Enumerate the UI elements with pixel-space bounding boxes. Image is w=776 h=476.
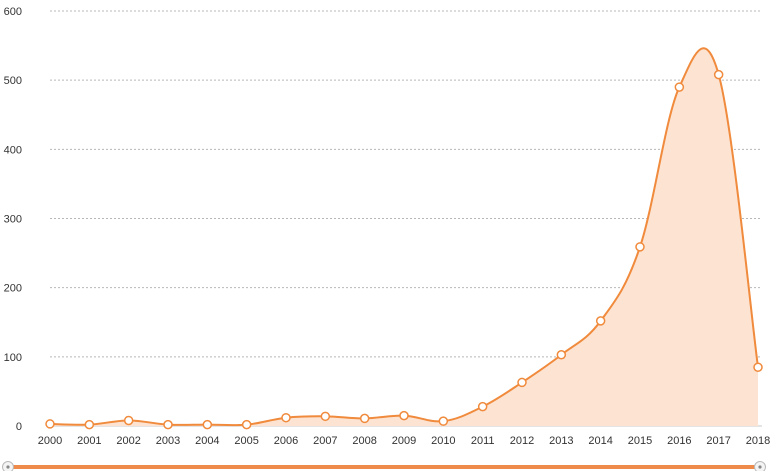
x-tick-label: 2008 bbox=[352, 435, 376, 447]
data-point[interactable] bbox=[635, 242, 645, 252]
x-tick-label: 2001 bbox=[77, 435, 101, 447]
data-point[interactable] bbox=[477, 401, 488, 412]
x-tick-label: 2002 bbox=[116, 435, 140, 447]
x-tick-label: 2015 bbox=[628, 435, 652, 447]
data-point[interactable] bbox=[438, 416, 449, 426]
x-tick-label: 2009 bbox=[392, 435, 416, 447]
data-point[interactable] bbox=[241, 419, 252, 430]
zoom-slider-track[interactable] bbox=[8, 465, 760, 469]
data-points bbox=[45, 69, 763, 430]
y-tick-label: 200 bbox=[4, 283, 22, 295]
x-tick-label: 2011 bbox=[471, 435, 495, 447]
x-tick-label: 2010 bbox=[431, 435, 455, 447]
x-tick-label: 2007 bbox=[313, 435, 337, 447]
zoom-slider[interactable] bbox=[2, 461, 766, 473]
x-tick-label: 2006 bbox=[274, 435, 298, 447]
y-axis-ticks: 0 100 200 300 400 500 600 bbox=[4, 6, 22, 433]
x-tick-label: 2012 bbox=[510, 435, 534, 447]
x-tick-label: 2014 bbox=[588, 435, 612, 447]
y-tick-label: 300 bbox=[4, 214, 22, 226]
x-tick-label: 2005 bbox=[234, 435, 258, 447]
data-point[interactable] bbox=[399, 410, 409, 421]
y-tick-label: 100 bbox=[4, 352, 22, 364]
data-point[interactable] bbox=[517, 377, 527, 388]
data-point[interactable] bbox=[320, 411, 331, 422]
x-tick-label: 2016 bbox=[667, 435, 691, 447]
y-tick-label: 400 bbox=[4, 144, 22, 156]
y-tick-label: 600 bbox=[4, 6, 22, 18]
data-point[interactable] bbox=[123, 415, 134, 426]
data-point[interactable] bbox=[281, 412, 291, 423]
data-point[interactable] bbox=[163, 419, 173, 430]
data-point[interactable] bbox=[713, 69, 724, 80]
data-point[interactable] bbox=[556, 350, 567, 360]
x-tick-label: 2013 bbox=[549, 435, 573, 447]
area-series bbox=[49, 47, 759, 427]
data-point[interactable] bbox=[359, 413, 370, 424]
data-point[interactable] bbox=[45, 419, 55, 429]
x-tick-label: 2000 bbox=[38, 435, 62, 447]
x-tick-label: 2003 bbox=[156, 435, 180, 447]
x-axis-ticks: 2000 2001 2002 2003 2004 2005 2006 2007 2008 2009… bbox=[38, 435, 770, 447]
area-fill bbox=[50, 48, 758, 426]
data-point[interactable] bbox=[674, 82, 685, 92]
data-point[interactable] bbox=[595, 316, 606, 326]
y-tick-label: 0 bbox=[16, 421, 22, 433]
x-tick-label: 2018 bbox=[746, 435, 770, 447]
zoom-handle-grip bbox=[6, 465, 10, 469]
data-point[interactable] bbox=[202, 419, 213, 430]
x-tick-label: 2017 bbox=[706, 435, 730, 447]
y-tick-label: 500 bbox=[4, 75, 22, 87]
data-point[interactable] bbox=[753, 362, 763, 372]
zoom-handle-grip bbox=[758, 465, 762, 469]
data-point[interactable] bbox=[84, 419, 95, 430]
x-tick-label: 2004 bbox=[195, 435, 219, 447]
